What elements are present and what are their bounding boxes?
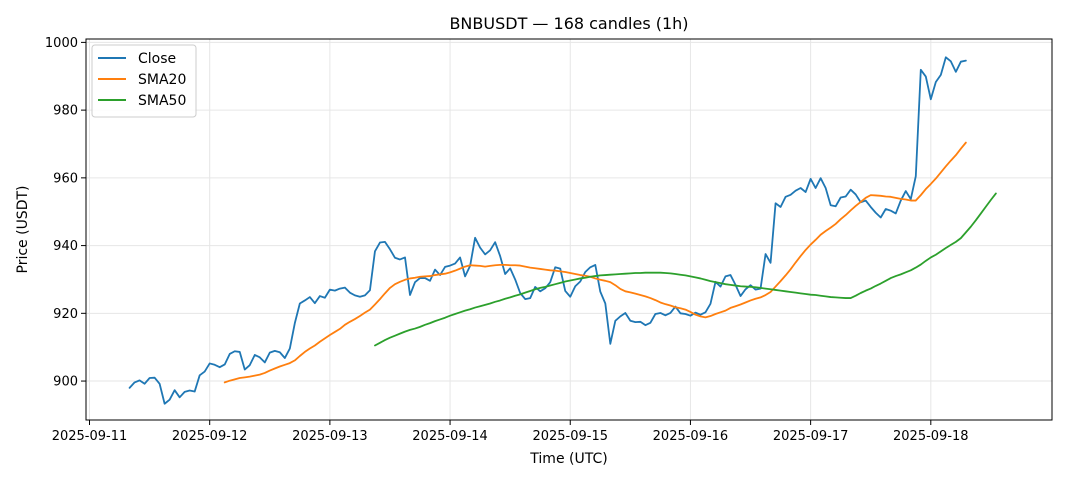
legend-label-sma50: SMA50 [138, 93, 186, 109]
y-tick-label: 960 [53, 171, 78, 186]
x-tick-label: 2025-09-18 [893, 429, 969, 444]
x-tick-label: 2025-09-11 [52, 429, 128, 444]
x-axis: 2025-09-11 2025-09-12 2025-09-13 2025-09-14… [52, 420, 969, 444]
y-axis-title: Price (USDT) [15, 186, 31, 274]
x-tick-label: 2025-09-14 [412, 429, 488, 444]
x-tick-label: 2025-09-17 [773, 429, 849, 444]
x-tick-label: 2025-09-16 [653, 429, 729, 444]
y-tick-label: 940 [53, 239, 78, 254]
legend-label-sma20: SMA20 [138, 72, 186, 88]
y-tick-label: 980 [53, 104, 78, 119]
y-axis: 900 920 940 960 980 1000 [45, 36, 86, 390]
x-tick-label: 2025-09-15 [532, 429, 608, 444]
y-tick-label: 900 [53, 375, 78, 390]
legend-label-close: Close [138, 51, 176, 67]
chart-title: BNBUSDT — 168 candles (1h) [449, 14, 688, 33]
y-tick-label: 1000 [45, 36, 78, 51]
series-line-close [128, 56, 967, 405]
series-line-sma20 [223, 141, 967, 384]
plot-frame [85, 38, 1053, 421]
x-axis-title: Time (UTC) [529, 451, 607, 467]
grid [86, 39, 1052, 420]
y-tick-label: 920 [53, 307, 78, 322]
legend: Close SMA20 SMA50 [91, 44, 197, 118]
x-tick-label: 2025-09-13 [292, 429, 368, 444]
series-lines [128, 56, 997, 405]
x-tick-label: 2025-09-12 [172, 429, 248, 444]
series-line-sma50 [374, 192, 997, 347]
